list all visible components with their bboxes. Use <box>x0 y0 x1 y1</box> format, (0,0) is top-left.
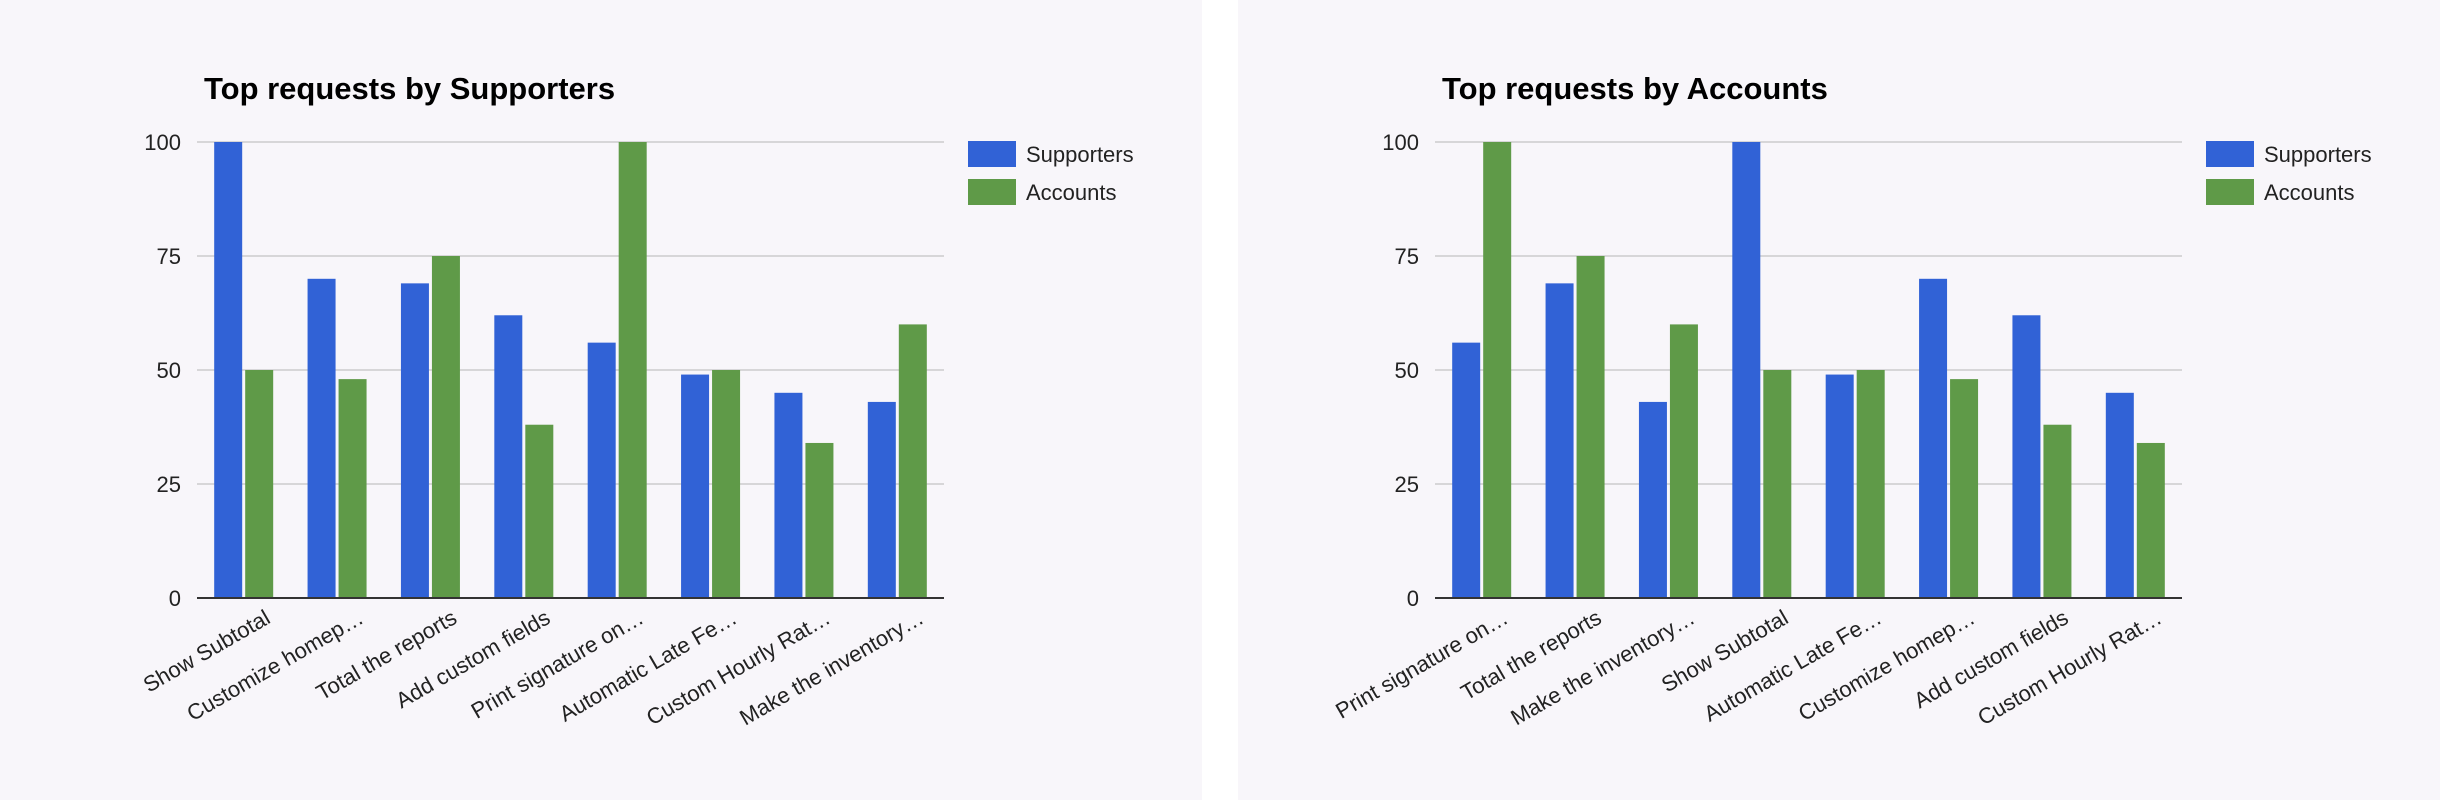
legend-label-supporters: Supporters <box>1026 142 1134 167</box>
x-tick-label: Add custom fields <box>391 605 554 713</box>
bar-supporters-6 <box>681 374 710 598</box>
bar-accounts-5 <box>618 142 647 598</box>
y-tick-label: 75 <box>1395 244 1419 269</box>
bar-supporters-3 <box>1638 401 1667 598</box>
y-tick-label: 25 <box>157 472 181 497</box>
chart-title: Top requests by Supporters <box>204 71 615 106</box>
chart-panel-accounts: Top requests by Accounts 0 25 50 75 100 Print … <box>1238 0 2440 800</box>
legend-swatch-accounts <box>2206 179 2254 205</box>
bar-accounts-5 <box>1856 370 1885 598</box>
bar-accounts-6 <box>1950 379 1979 598</box>
y-tick-label: 0 <box>1407 586 1419 611</box>
bar-supporters-4 <box>494 315 523 598</box>
bar-accounts-8 <box>2136 442 2165 598</box>
bar-chart-accounts: Top requests by Accounts 0 25 50 75 100 Print … <box>1331 71 2372 730</box>
bar-accounts-4 <box>1763 370 1792 598</box>
legend-swatch-supporters <box>968 141 1016 167</box>
y-tick-label: 100 <box>1382 130 1419 155</box>
bar-accounts-3 <box>431 256 460 598</box>
x-tick-label: Customize homep… <box>1794 605 1979 726</box>
y-tick-label: 50 <box>157 358 181 383</box>
bar-supporters-6 <box>1919 278 1948 598</box>
bar-accounts-2 <box>1576 256 1605 598</box>
bar-supporters-7 <box>774 392 803 598</box>
bar-supporters-1 <box>1452 342 1481 598</box>
bar-accounts-2 <box>338 379 367 598</box>
bar-supporters-5 <box>587 342 616 598</box>
y-tick-label: 100 <box>144 130 181 155</box>
legend-swatch-supporters <box>2206 141 2254 167</box>
bar-accounts-7 <box>805 442 834 598</box>
chart-panel-supporters: Top requests by Supporters 0 25 50 75 100 Show… <box>0 0 1202 800</box>
bar-supporters-8 <box>867 401 896 598</box>
x-tick-label: Add custom fields <box>1910 605 2073 713</box>
y-tick-label: 75 <box>157 244 181 269</box>
legend-label-supporters: Supporters <box>2264 142 2372 167</box>
legend-swatch-accounts <box>968 179 1016 205</box>
bar-supporters-2 <box>1545 283 1574 598</box>
bar-supporters-1 <box>214 142 243 598</box>
bar-accounts-8 <box>898 324 927 598</box>
y-tick-label: 50 <box>1395 358 1419 383</box>
bar-accounts-1 <box>245 370 274 598</box>
chart-title: Top requests by Accounts <box>1442 71 1828 106</box>
bar-accounts-7 <box>2043 424 2072 598</box>
bar-supporters-5 <box>1825 374 1854 598</box>
legend-label-accounts: Accounts <box>1026 180 1117 205</box>
bar-supporters-7 <box>2012 315 2041 598</box>
bar-accounts-6 <box>712 370 741 598</box>
legend-label-accounts: Accounts <box>2264 180 2355 205</box>
bar-chart-supporters: Top requests by Supporters0255075100Show… <box>139 71 1134 730</box>
y-tick-label: 25 <box>1395 472 1419 497</box>
bar-accounts-3 <box>1669 324 1698 598</box>
x-tick-label: Print signature on… <box>1331 605 1512 724</box>
bar-supporters-3 <box>400 283 429 598</box>
bar-accounts-1 <box>1483 142 1512 598</box>
bar-supporters-2 <box>307 278 336 598</box>
y-tick-label: 0 <box>169 586 181 611</box>
bar-supporters-4 <box>1732 142 1761 598</box>
x-tick-label: Automatic Late Fe… <box>1700 605 1886 727</box>
x-tick-label: Customize homep… <box>182 605 367 726</box>
bar-supporters-8 <box>2105 392 2134 598</box>
bar-accounts-4 <box>525 424 554 598</box>
